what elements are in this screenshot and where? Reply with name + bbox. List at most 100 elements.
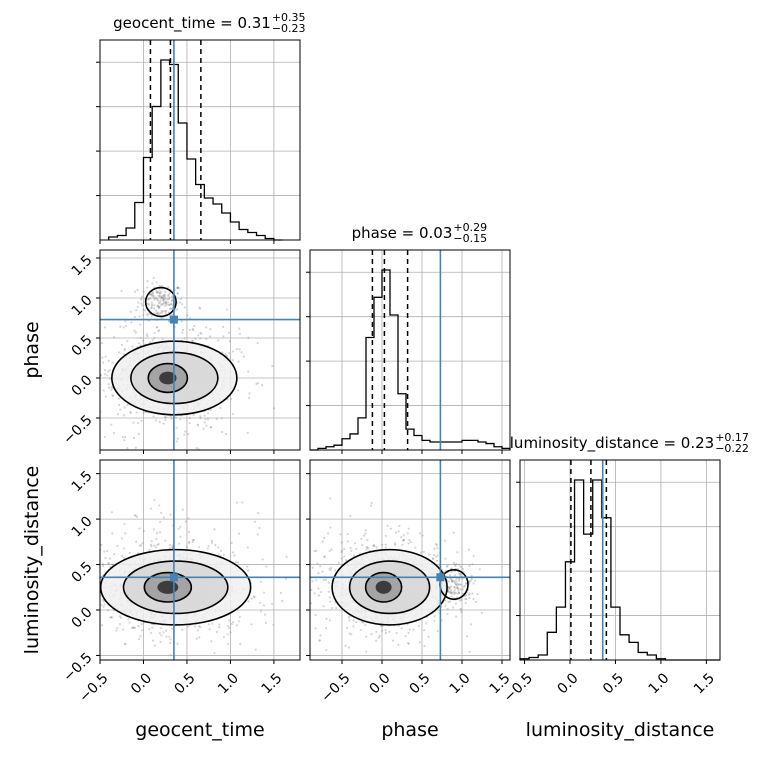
sample-point <box>97 635 99 637</box>
sample-point <box>147 313 150 316</box>
sample-point <box>147 302 150 305</box>
sample-point <box>118 397 121 400</box>
sample-point <box>153 544 156 547</box>
sample-point <box>472 597 475 601</box>
sample-point <box>161 338 164 341</box>
sample-point <box>205 424 208 427</box>
panel-title-luminosity_distance: luminosity_distance = 0.23 <box>510 434 714 453</box>
sample-point <box>150 306 153 309</box>
sample-point <box>157 302 160 305</box>
sample-point <box>322 578 326 582</box>
sample-point <box>156 298 159 301</box>
sample-point <box>362 621 365 624</box>
sample-point <box>259 580 262 583</box>
sample-point <box>160 317 163 320</box>
sample-point <box>155 290 158 293</box>
sample-point <box>330 606 334 610</box>
sample-point <box>340 541 343 544</box>
sample-point <box>314 627 317 630</box>
sample-point <box>93 621 95 623</box>
sample-point <box>171 299 174 302</box>
sample-point <box>327 590 330 593</box>
sample-point <box>151 282 154 285</box>
sample-point <box>222 325 225 328</box>
sample-point <box>159 626 163 630</box>
x-tick-label: 1.0 <box>447 670 474 697</box>
sample-point <box>228 619 231 622</box>
y-axis-label-phase: phase <box>21 321 43 378</box>
sample-point <box>168 291 171 295</box>
sample-point <box>132 626 135 629</box>
sample-point <box>397 643 400 647</box>
sample-point <box>164 309 168 312</box>
sample-point <box>116 413 120 416</box>
sample-point <box>142 411 145 414</box>
sample-point <box>214 543 217 547</box>
sample-point <box>140 302 143 305</box>
sample-point <box>369 504 373 507</box>
sample-point <box>476 592 479 596</box>
sample-point <box>150 294 153 297</box>
sample-point <box>454 592 457 595</box>
sample-point <box>126 339 129 343</box>
sample-point <box>161 294 164 298</box>
sample-point <box>237 532 241 535</box>
sample-point <box>184 520 187 523</box>
title-upper-error: +0.17 <box>715 431 749 444</box>
sample-point <box>153 298 156 301</box>
sample-point <box>129 310 132 313</box>
sample-point <box>228 340 231 343</box>
sample-point <box>126 447 129 450</box>
sample-point <box>325 617 328 620</box>
sample-point <box>141 295 144 298</box>
x-tick-label: −0.5 <box>318 670 353 705</box>
y-tick-label: 0.0 <box>69 372 96 399</box>
sample-point <box>217 553 220 556</box>
sample-point <box>389 527 393 530</box>
sample-point <box>453 582 457 585</box>
sample-point <box>160 634 163 637</box>
sample-point <box>448 591 451 594</box>
sample-point <box>159 295 162 298</box>
sample-point <box>164 290 167 293</box>
sample-point <box>457 587 460 590</box>
scatter-samples <box>76 498 288 660</box>
sample-point <box>159 640 162 644</box>
sample-point <box>171 627 174 630</box>
sample-point <box>435 544 438 547</box>
sample-point <box>127 618 130 621</box>
sample-point <box>227 642 230 646</box>
sample-point <box>124 324 128 328</box>
sample-point <box>457 591 461 594</box>
sample-point <box>167 297 170 301</box>
sample-point <box>450 570 453 573</box>
sample-point <box>134 491 136 493</box>
sample-point <box>260 384 264 387</box>
density-contour <box>157 580 179 594</box>
sample-point <box>316 562 319 565</box>
sample-point <box>480 611 484 614</box>
sample-point <box>187 541 191 544</box>
sample-point <box>162 295 165 298</box>
sample-point <box>107 562 110 565</box>
sample-point <box>247 336 250 339</box>
sample-point <box>118 403 121 407</box>
sample-point <box>162 310 165 313</box>
sample-point <box>135 540 138 543</box>
sample-point <box>365 548 368 551</box>
sample-point <box>393 542 397 545</box>
sample-point <box>143 309 147 312</box>
sample-point <box>153 297 156 300</box>
sample-point <box>231 350 235 353</box>
sample-point <box>112 336 115 339</box>
sample-point <box>157 306 160 309</box>
sample-point <box>432 557 435 560</box>
sample-point <box>449 587 452 590</box>
sample-point <box>76 637 78 639</box>
sample-point <box>445 565 449 568</box>
sample-point <box>394 543 397 546</box>
sample-point <box>169 638 172 641</box>
sample-point <box>324 627 328 630</box>
sample-point <box>179 301 182 304</box>
sample-point <box>134 331 137 334</box>
